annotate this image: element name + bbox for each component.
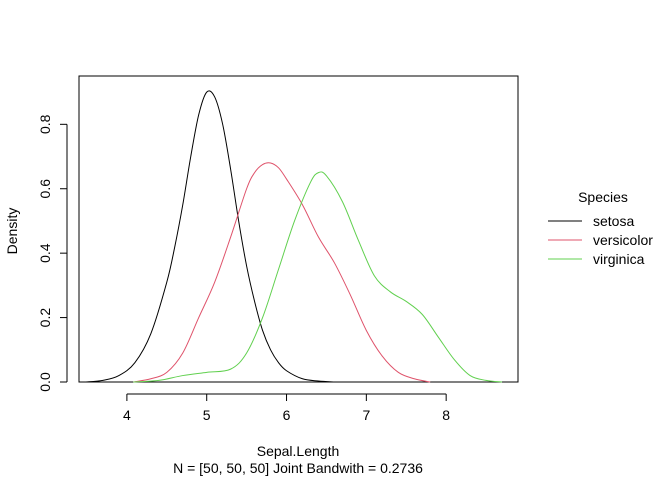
x-tick-label: 8: [442, 407, 450, 423]
density-line-virginica: [133, 171, 503, 383]
legend-title: Species: [578, 189, 628, 205]
x-tick-label: 7: [362, 407, 370, 423]
legend: Species setosa versicolor virginica: [548, 189, 653, 267]
y-tick-label: 0.2: [37, 308, 53, 328]
y-tick-label: 0.0: [37, 372, 53, 392]
x-tick-label: 4: [123, 407, 131, 423]
plot-frame: [78, 75, 519, 383]
y-axis: 0.0 0.2 0.4 0.6 0.8: [37, 114, 68, 392]
y-tick-label: 0.8: [37, 114, 53, 134]
legend-label-versicolor: versicolor: [593, 232, 653, 248]
density-curves: [85, 90, 503, 383]
y-tick-label: 0.6: [37, 179, 53, 199]
y-axis-label: Density: [4, 208, 20, 255]
density-line-setosa: [85, 90, 335, 383]
x-tick-label: 6: [283, 407, 291, 423]
legend-label-virginica: virginica: [593, 251, 645, 267]
legend-label-setosa: setosa: [593, 213, 634, 229]
density-line-versicolor: [133, 162, 431, 383]
x-tick-label: 5: [203, 407, 211, 423]
x-axis-label: Sepal.Length: [257, 443, 340, 459]
chart-subtitle: N = [50, 50, 50] Joint Bandwith = 0.2736: [173, 460, 423, 476]
y-tick-label: 0.4: [37, 243, 53, 263]
x-axis: 4 5 6 7 8: [123, 393, 450, 423]
